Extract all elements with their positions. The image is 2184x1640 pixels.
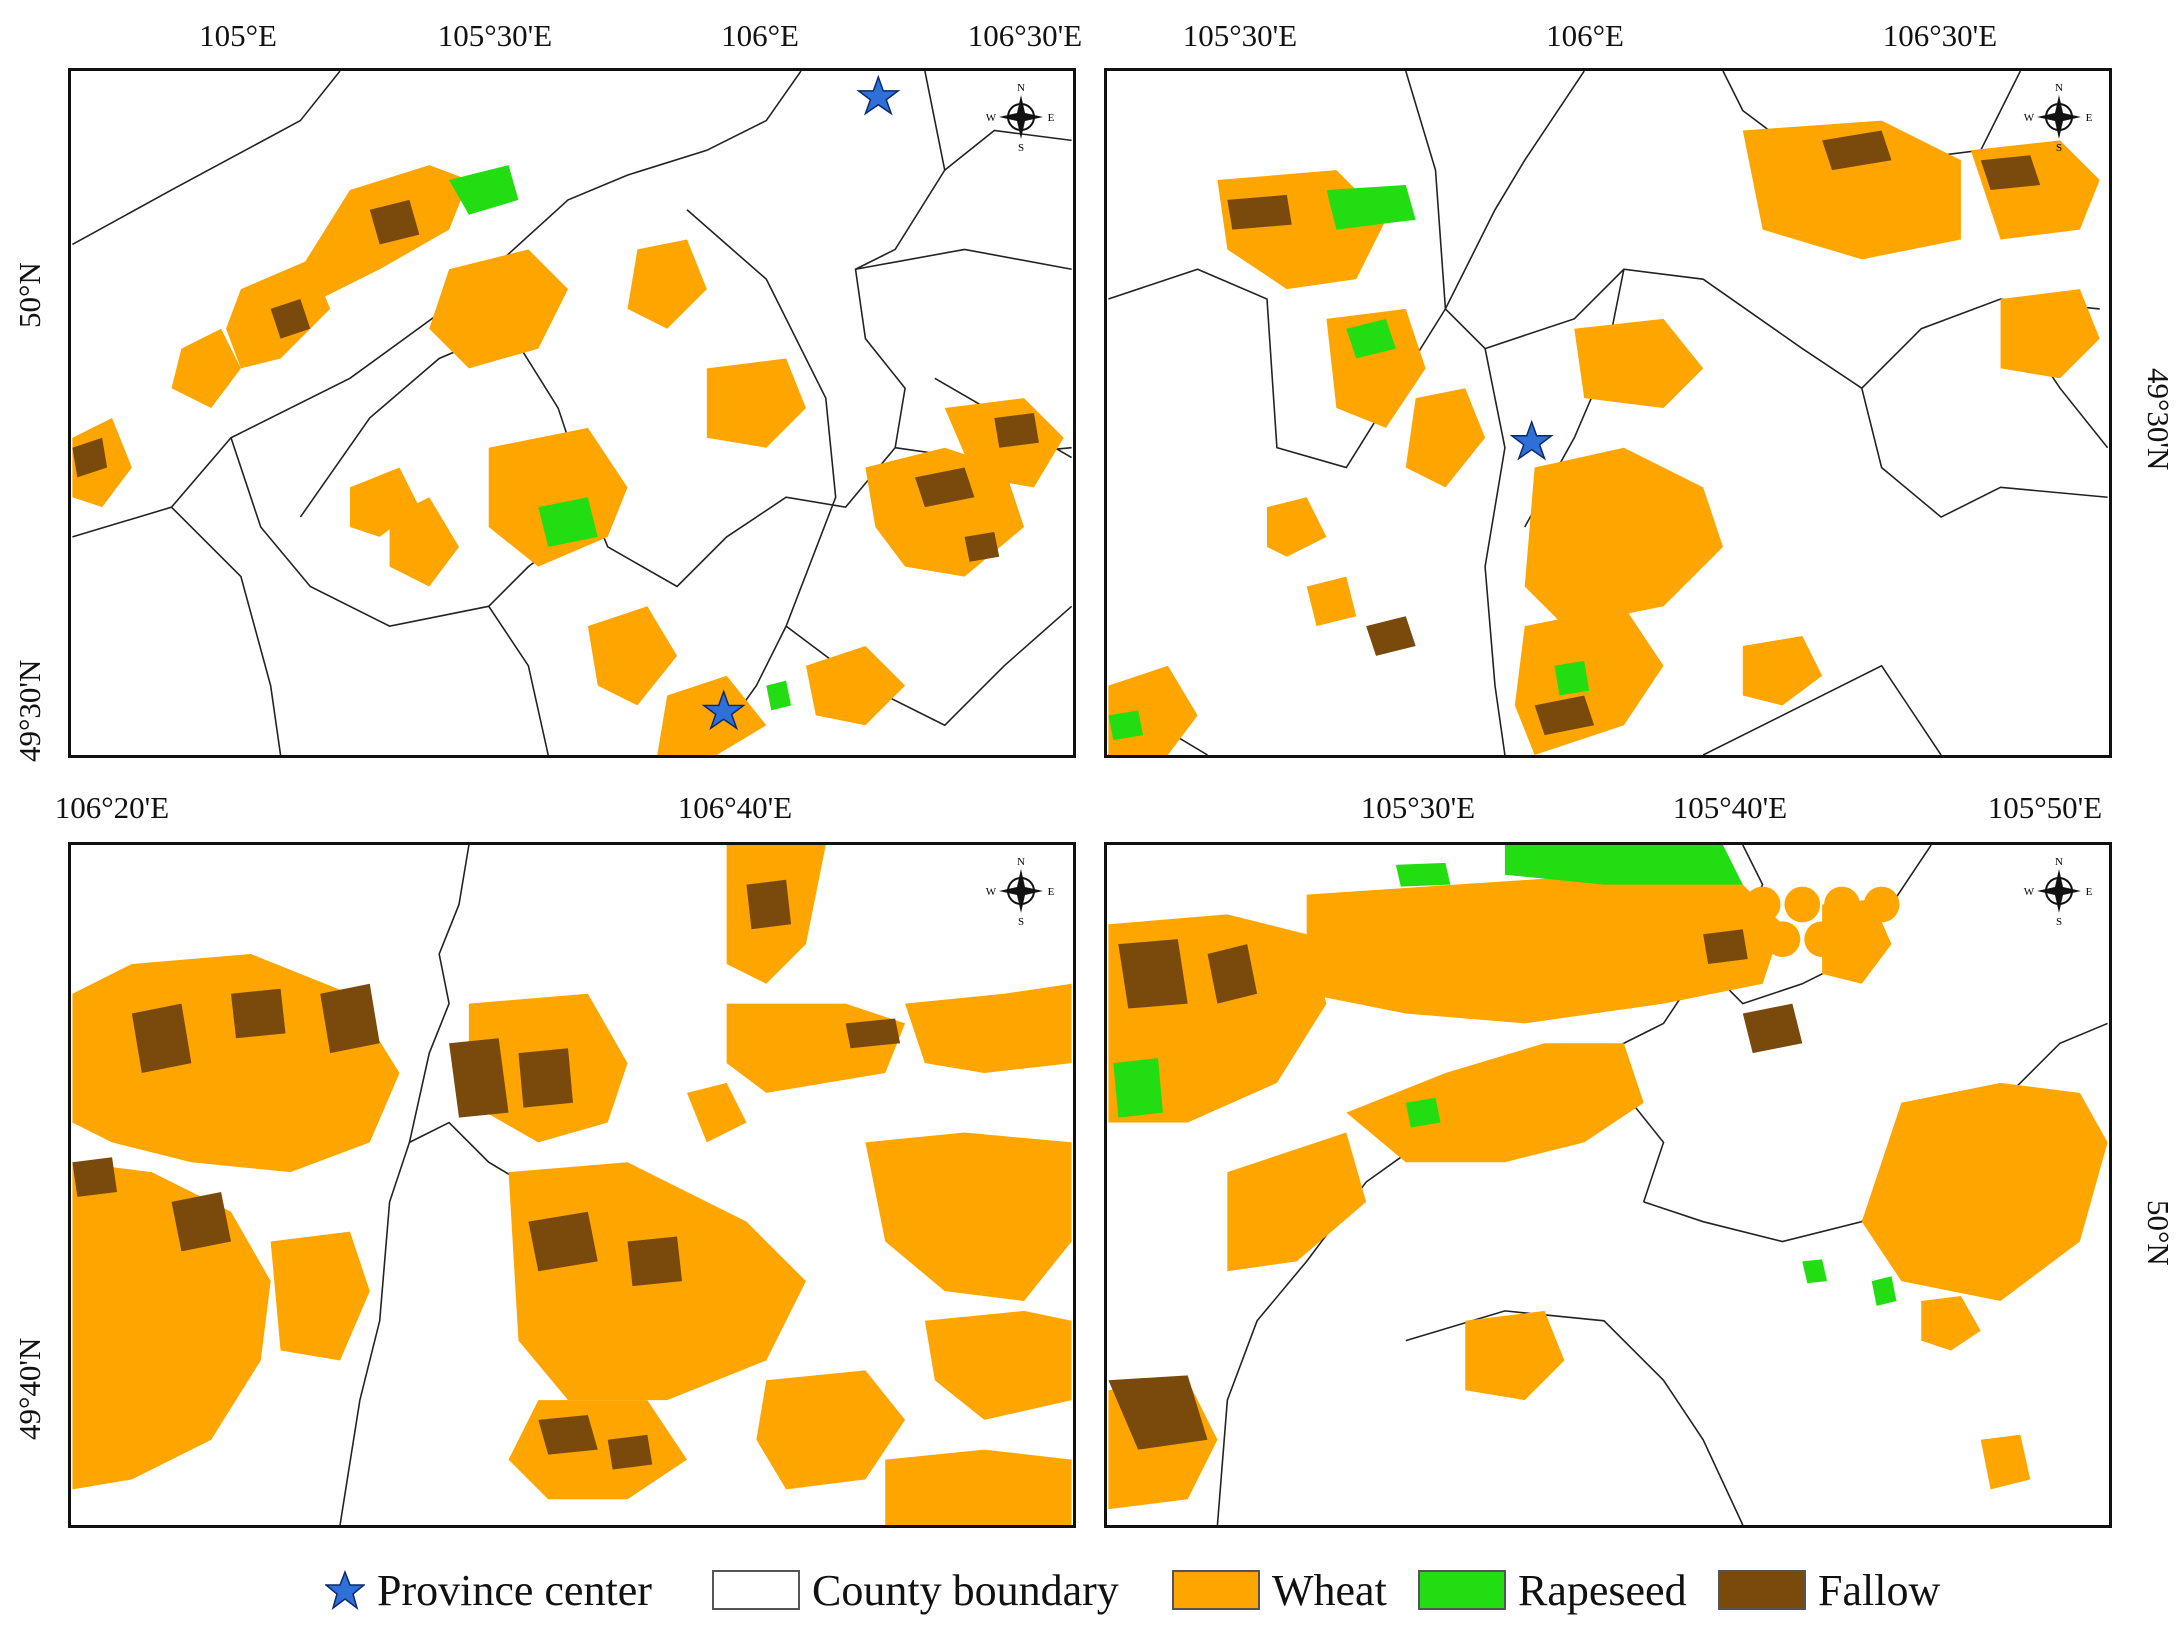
legend-county-boundary: County boundary bbox=[712, 1560, 1119, 1620]
compass-label-n: N bbox=[2055, 82, 2063, 94]
map-panel-bottom-left[interactable]: N S W E bbox=[68, 842, 1076, 1528]
tick-lat-49-40n: 49°40'N bbox=[12, 1337, 47, 1440]
fallow-fields bbox=[72, 879, 901, 1470]
tick-lon-105-30e: 105°30'E bbox=[437, 18, 553, 53]
compass-label-w: W bbox=[986, 886, 997, 898]
tick-lat-50n: 50°N bbox=[12, 262, 47, 328]
tick-lon-106-40e: 106°40'E bbox=[677, 790, 793, 825]
map-panel-top-right[interactable]: N S W E bbox=[1104, 68, 2112, 758]
tick-lon-105-30e: 105°30'E bbox=[1182, 18, 1298, 53]
tick-lon-106-30e: 106°30'E bbox=[1882, 18, 1998, 53]
compass-label-s: S bbox=[2056, 916, 2062, 928]
tick-lon-105-30e: 105°30'E bbox=[1360, 790, 1476, 825]
compass-rose-icon: N S W E bbox=[981, 77, 1061, 157]
compass-label-e: E bbox=[1048, 112, 1055, 124]
legend-province-center: Province center bbox=[325, 1560, 652, 1620]
province-center-star[interactable] bbox=[856, 74, 901, 116]
county-boundaries bbox=[72, 71, 1073, 755]
rapeseed-fields bbox=[1108, 185, 1590, 741]
fallow-fields bbox=[1227, 130, 2041, 736]
compass-label-e: E bbox=[2086, 886, 2093, 898]
map-panel-bottom-right[interactable]: N S W E bbox=[1104, 842, 2112, 1528]
star-icon bbox=[325, 1570, 365, 1610]
fallow-fields bbox=[1108, 929, 1803, 1450]
compass-label-n: N bbox=[2055, 856, 2063, 868]
legend-wheat: Wheat bbox=[1172, 1560, 1387, 1620]
county-boundary-swatch bbox=[712, 1570, 800, 1610]
tick-lat-49-30n: 49°30'N bbox=[2141, 368, 2176, 471]
compass-rose-icon: N S W E bbox=[981, 851, 1061, 931]
map-canvas bbox=[72, 71, 1073, 755]
rapeseed-swatch bbox=[1418, 1570, 1506, 1610]
tick-lon-106e: 106°E bbox=[1546, 18, 1624, 53]
compass-label-n: N bbox=[1017, 856, 1025, 868]
compass-label-s: S bbox=[2056, 142, 2062, 154]
map-canvas bbox=[1107, 71, 2109, 755]
tick-lon-105-40e: 105°40'E bbox=[1672, 790, 1788, 825]
legend-rapeseed: Rapeseed bbox=[1418, 1560, 1687, 1620]
tick-lon-105e: 105°E bbox=[199, 18, 277, 53]
compass-label-e: E bbox=[1048, 886, 1055, 898]
wheat-fields bbox=[72, 845, 1072, 1525]
province-center-markers bbox=[1509, 419, 1554, 461]
fallow-fields bbox=[72, 199, 1039, 562]
compass-label-n: N bbox=[1017, 82, 1025, 94]
province-center-star[interactable] bbox=[1509, 419, 1554, 461]
legend-label: Province center bbox=[377, 1565, 652, 1615]
compass-label-w: W bbox=[2024, 112, 2035, 124]
wheat-fields bbox=[1108, 120, 2100, 755]
legend-label: Wheat bbox=[1272, 1565, 1387, 1615]
legend-label: Rapeseed bbox=[1518, 1565, 1687, 1615]
wheat-swatch bbox=[1172, 1570, 1260, 1610]
compass-label-w: W bbox=[2024, 886, 2035, 898]
legend-fallow: Fallow bbox=[1718, 1560, 1940, 1620]
tick-lat-49-30n: 49°30'N bbox=[12, 659, 47, 762]
tick-lon-106e: 106°E bbox=[721, 18, 799, 53]
tick-lat-50n: 50°N bbox=[2141, 1200, 2176, 1266]
compass-label-w: W bbox=[986, 112, 997, 124]
fallow-swatch bbox=[1718, 1570, 1806, 1610]
center-pivot-fields bbox=[1744, 886, 2078, 1220]
map-canvas bbox=[72, 845, 1072, 1525]
province-center-markers bbox=[701, 74, 901, 731]
rapeseed-fields bbox=[1113, 845, 1897, 1306]
compass-rose-icon: N S W E bbox=[2019, 851, 2099, 931]
compass-rose-icon: N S W E bbox=[2019, 77, 2099, 157]
legend-label: County boundary bbox=[812, 1565, 1119, 1615]
tick-lon-105-50e: 105°50'E bbox=[1987, 790, 2103, 825]
compass-label-s: S bbox=[1018, 916, 1024, 928]
map-panel-top-left[interactable]: N S W E bbox=[68, 68, 1076, 758]
wheat-fields bbox=[72, 165, 1064, 755]
province-center-star[interactable] bbox=[701, 689, 746, 731]
legend-label: Fallow bbox=[1818, 1565, 1941, 1615]
legend: Province center County boundary Wheat Ra… bbox=[0, 1560, 2184, 1620]
compass-label-e: E bbox=[2086, 112, 2093, 124]
rapeseed-fields bbox=[449, 165, 792, 711]
tick-lon-106-20e: 106°20'E bbox=[54, 790, 170, 825]
compass-label-s: S bbox=[1018, 142, 1024, 154]
tick-lon-106-30e: 106°30'E bbox=[967, 18, 1083, 53]
map-canvas bbox=[1108, 845, 2108, 1525]
